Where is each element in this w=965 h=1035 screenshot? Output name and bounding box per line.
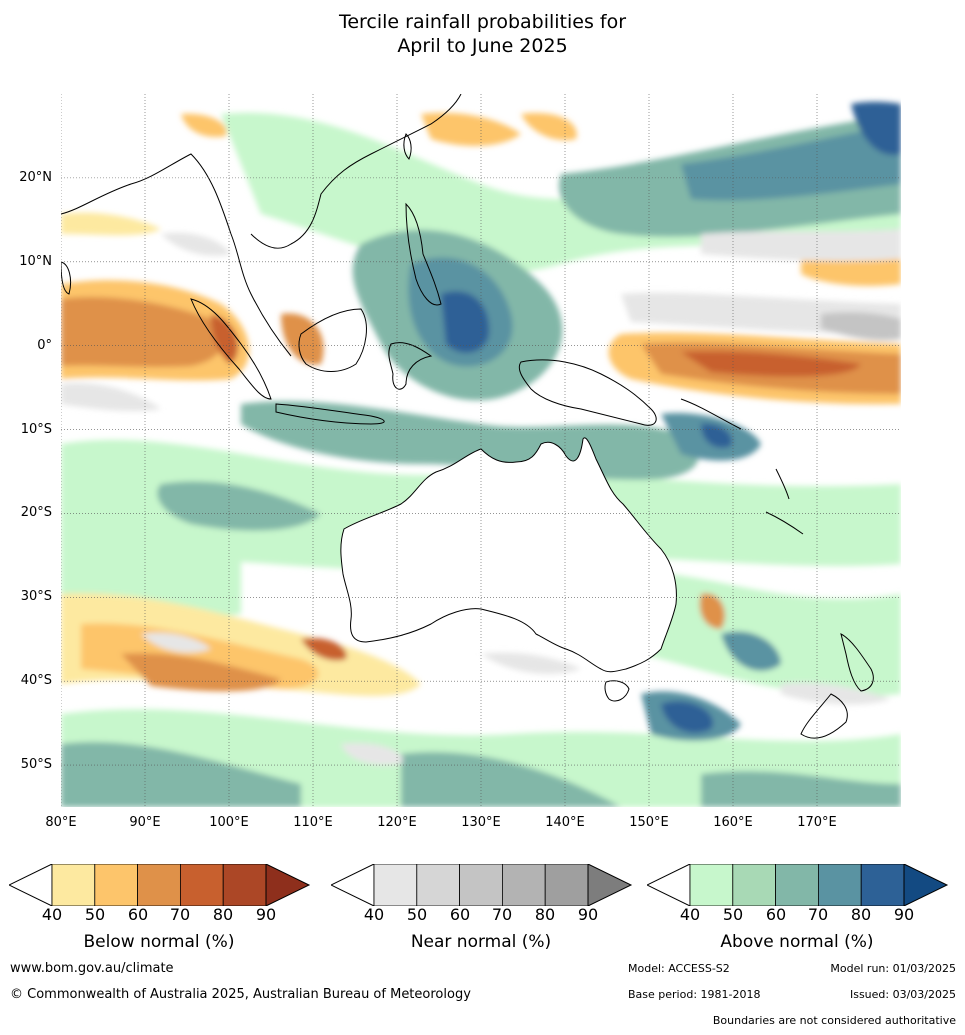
- lat-label: 20°N: [19, 169, 52, 185]
- tasmania: [604, 680, 630, 702]
- colorbar-swatch: [860, 863, 905, 907]
- lon-label: 140°E: [545, 815, 585, 830]
- colorbar-above-label: Above normal (%): [720, 932, 874, 952]
- colorbar-swatch: [51, 863, 96, 907]
- sumatra: [190, 298, 272, 400]
- australia-landmass: [340, 437, 677, 673]
- colorbar-swatch: [459, 863, 503, 907]
- tick-80: 80: [534, 905, 556, 924]
- colorbar-swatch: [94, 863, 139, 907]
- colorbar-below-normal: [7, 863, 311, 910]
- colorbar-swatch: [416, 863, 461, 907]
- colorbar-swatch: [775, 863, 819, 907]
- colorbar-extend-arrow: [265, 863, 311, 907]
- new-zealand-north: [840, 633, 874, 692]
- tick-50: 50: [84, 905, 106, 924]
- taiwan: [403, 133, 412, 160]
- copyright-text: © Commonwealth of Australia 2025, Austra…: [10, 987, 471, 1002]
- tick-60: 60: [449, 905, 471, 924]
- model-run-text: Model run: 01/03/2025: [830, 962, 956, 975]
- probability-shading: [61, 101, 901, 807]
- tick-70: 70: [807, 905, 829, 924]
- colorbar-swatch: [179, 863, 224, 907]
- colorbar-near-normal: [329, 863, 633, 910]
- tick-80: 80: [850, 905, 872, 924]
- new-guinea: [518, 359, 657, 426]
- new-zealand-south: [800, 693, 848, 739]
- sulawesi: [388, 342, 433, 390]
- tick-80: 80: [212, 905, 234, 924]
- lon-label: 100°E: [209, 815, 249, 830]
- disclaimer-text: Boundaries are not considered authoritat…: [712, 1014, 956, 1027]
- tick-60: 60: [127, 905, 149, 924]
- lat-label: 30°S: [20, 589, 52, 605]
- asia-coastline: [61, 94, 462, 357]
- lon-label: 150°E: [629, 815, 669, 830]
- title-line-2: April to June 2025: [397, 35, 568, 57]
- borneo: [298, 308, 367, 372]
- tick-60: 60: [765, 905, 787, 924]
- tick-50: 50: [722, 905, 744, 924]
- issued-text: Issued: 03/03/2025: [849, 988, 956, 1001]
- colorbar-swatch: [222, 863, 267, 907]
- colorbar-near-label: Near normal (%): [410, 932, 552, 952]
- tick-70: 70: [491, 905, 513, 924]
- tick-40: 40: [363, 905, 385, 924]
- sri-lanka: [61, 261, 72, 295]
- vanuatu-islands: [775, 468, 790, 500]
- colorbar-below-label: Below normal (%): [83, 932, 235, 952]
- lon-label: 90°E: [129, 815, 161, 830]
- website-link[interactable]: www.bom.gov.au/climate: [10, 961, 174, 976]
- lon-label: 120°E: [377, 815, 417, 830]
- tick-90: 90: [893, 905, 915, 924]
- colorbar-swatch: [817, 863, 862, 907]
- colorbar-swatch: [732, 863, 777, 907]
- solomon-islands: [680, 398, 742, 430]
- lon-label: 130°E: [461, 815, 501, 830]
- lon-label: 160°E: [713, 815, 753, 830]
- colorbar-swatch: [501, 863, 546, 907]
- map-title: Tercile rainfall probabilities for April…: [0, 10, 965, 58]
- map-gridlines: [61, 94, 901, 807]
- base-period-text: Base period: 1981-2018: [628, 988, 761, 1001]
- title-line-1: Tercile rainfall probabilities for: [338, 11, 627, 33]
- lon-label: 110°E: [293, 815, 333, 830]
- colorbar-extend-arrow: [587, 863, 633, 907]
- java: [275, 403, 385, 425]
- philippines: [405, 202, 442, 306]
- lat-label: 50°S: [20, 757, 52, 773]
- lon-label: 80°E: [45, 815, 77, 830]
- colorbar-swatch: [544, 863, 589, 907]
- tick-90: 90: [255, 905, 277, 924]
- colorbar-extend-arrow: [903, 863, 949, 907]
- rainfall-map: [61, 94, 901, 807]
- tick-40: 40: [41, 905, 63, 924]
- map-plot-area: [61, 94, 901, 807]
- tick-70: 70: [169, 905, 191, 924]
- lat-label: 20°S: [20, 505, 52, 521]
- colorbar-swatch: [373, 863, 418, 907]
- colorbar-above-normal: [645, 863, 949, 910]
- new-caledonia: [765, 511, 804, 535]
- colorbar-swatch: [137, 863, 181, 907]
- model-text: Model: ACCESS-S2: [628, 962, 730, 975]
- tick-40: 40: [679, 905, 701, 924]
- tick-50: 50: [406, 905, 428, 924]
- lat-label: 10°S: [20, 421, 52, 437]
- lon-label: 170°E: [797, 815, 837, 830]
- tick-90: 90: [577, 905, 599, 924]
- lat-label: 40°S: [20, 673, 52, 689]
- lat-label: 0°: [37, 337, 52, 353]
- lat-label: 10°N: [19, 253, 52, 269]
- colorbar-swatch: [689, 863, 734, 907]
